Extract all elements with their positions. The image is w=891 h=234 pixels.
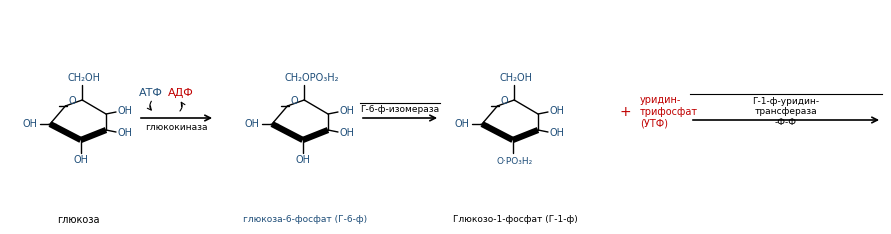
- Text: АТФ: АТФ: [139, 88, 163, 98]
- Text: глюкоза-6-фосфат (Г-6-ф): глюкоза-6-фосфат (Г-6-ф): [243, 216, 367, 224]
- Text: Глюкозо-1-фосфат (Г-1-ф): Глюкозо-1-фосфат (Г-1-ф): [453, 216, 577, 224]
- Text: O: O: [291, 96, 298, 106]
- Text: OH: OH: [339, 128, 355, 138]
- Text: OH: OH: [550, 106, 565, 116]
- Text: OH: OH: [550, 128, 565, 138]
- Text: Г-6-ф-изомераза: Г-6-ф-изомераза: [361, 106, 439, 114]
- Text: Г-1-ф-уридин-
трансфераза
-Ф-Ф: Г-1-ф-уридин- трансфераза -Ф-Ф: [752, 97, 820, 127]
- Text: O: O: [69, 96, 77, 106]
- Text: глюкокиназа: глюкокиназа: [145, 124, 208, 132]
- Text: уридин-
трифосфат
(УТФ): уридин- трифосфат (УТФ): [640, 95, 699, 129]
- Text: OH: OH: [295, 155, 310, 165]
- Text: +: +: [619, 105, 631, 119]
- Text: OH: OH: [118, 106, 133, 116]
- Text: CH₂OH: CH₂OH: [68, 73, 101, 83]
- Text: OH: OH: [244, 119, 259, 129]
- Text: OH: OH: [73, 155, 88, 165]
- Text: АДФ: АДФ: [168, 88, 194, 98]
- Text: O: O: [501, 96, 509, 106]
- Text: OH: OH: [118, 128, 133, 138]
- Text: CH₂OH: CH₂OH: [500, 73, 533, 83]
- Text: OH: OH: [22, 119, 37, 129]
- Text: OH: OH: [454, 119, 470, 129]
- Text: глюкоза: глюкоза: [57, 215, 99, 225]
- Text: O·PO₃H₂: O·PO₃H₂: [496, 157, 533, 167]
- Text: CH₂OPO₃H₂: CH₂OPO₃H₂: [285, 73, 339, 83]
- Text: OH: OH: [339, 106, 355, 116]
